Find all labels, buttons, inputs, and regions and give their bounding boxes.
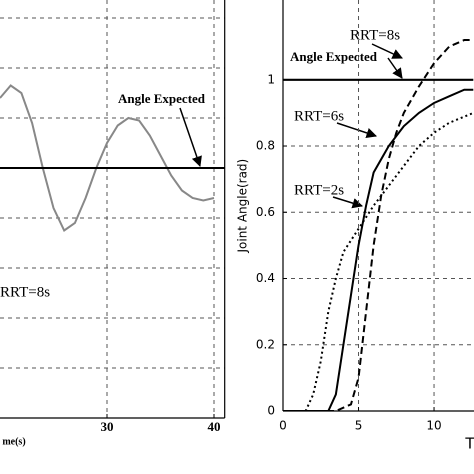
- series-label: Angle Expected: [118, 91, 206, 106]
- x-axis-label: me(s): [2, 436, 25, 447]
- arrow: [332, 196, 364, 209]
- series-label: Angle Expected: [290, 49, 378, 64]
- arrow: [179, 107, 202, 167]
- y-tick-label: 0: [267, 404, 275, 418]
- series-label: RRT=6s: [294, 108, 344, 124]
- series-line: [283, 39, 474, 411]
- y-tick-label: 0.4: [256, 271, 275, 285]
- series-label: RRT=8s: [350, 27, 400, 43]
- x-tick-label: 0: [279, 419, 287, 433]
- series-label: RRT=2s: [294, 182, 344, 198]
- y-tick-label: 0.6: [256, 205, 275, 219]
- plot: [283, 0, 474, 411]
- y-tick-label: 0.2: [256, 337, 275, 351]
- series-line: [0, 84, 215, 232]
- plot: [0, 0, 225, 418]
- x-tick-label: 5: [355, 419, 363, 433]
- arrow: [371, 43, 403, 59]
- arrow: [387, 57, 403, 79]
- y-axis-label: Joint Angle(rad): [236, 159, 250, 254]
- x-tick-label: 40: [208, 419, 221, 434]
- x-axis-label: T: [464, 435, 474, 453]
- x-tick-label: 30: [101, 419, 114, 434]
- y-tick-label: 1: [267, 72, 275, 86]
- series-line: [283, 88, 474, 411]
- y-tick-label: 0.8: [256, 139, 275, 153]
- arrow: [336, 122, 377, 138]
- series-line: [290, 111, 474, 411]
- x-tick-label: 10: [426, 419, 441, 433]
- arrows: [179, 43, 403, 209]
- annotation: RRT=8s: [0, 284, 50, 300]
